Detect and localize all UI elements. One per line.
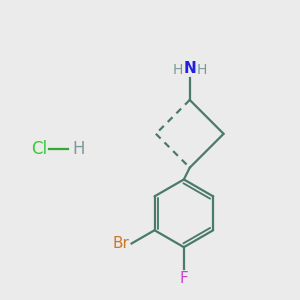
Text: Br: Br xyxy=(112,236,129,251)
Text: H: H xyxy=(72,140,85,158)
Text: H: H xyxy=(197,63,207,77)
Text: N: N xyxy=(183,61,196,76)
Text: H: H xyxy=(172,63,183,77)
Text: F: F xyxy=(179,271,188,286)
Text: Cl: Cl xyxy=(31,140,47,158)
